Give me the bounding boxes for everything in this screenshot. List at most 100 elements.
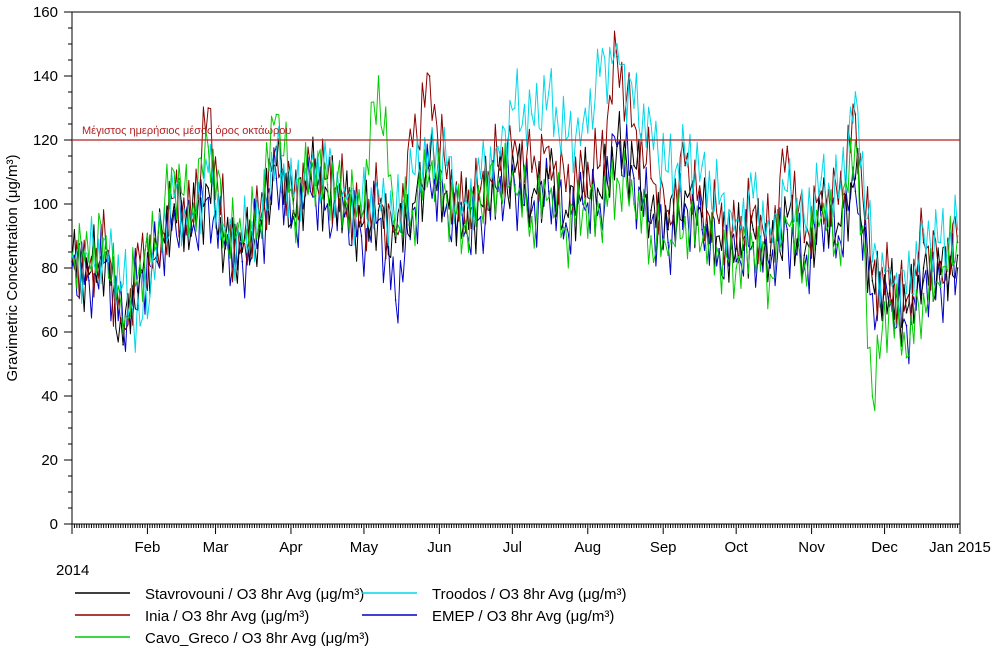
x-tick-label: Feb <box>134 539 160 556</box>
data-point <box>258 225 261 228</box>
data-point <box>565 209 567 212</box>
x-tick-label: May <box>350 539 379 556</box>
data-point <box>939 260 942 263</box>
y-tick-label: 60 <box>41 324 58 341</box>
data-point <box>582 171 584 173</box>
data-point <box>939 241 942 244</box>
data-point <box>548 91 550 93</box>
data-point <box>548 177 550 180</box>
data-point <box>752 209 754 212</box>
x-tick-label: Mar <box>203 539 229 556</box>
data-point <box>633 107 635 109</box>
data-point <box>599 216 601 218</box>
data-point <box>956 235 959 237</box>
data-point <box>735 260 737 263</box>
x-axis: Feb Mar Apr May Jun Jul Aug Sep Oct Nov Dec Jan 201… <box>71 524 991 556</box>
data-point <box>173 171 175 173</box>
data-point <box>207 171 209 173</box>
y-tick-label: 80 <box>41 260 58 277</box>
y-tick-label: 0 <box>50 516 58 533</box>
data-point <box>599 193 601 196</box>
data-point <box>88 273 90 276</box>
data-point <box>854 177 857 180</box>
data-point <box>428 171 431 173</box>
data-point <box>905 312 908 314</box>
data-point <box>531 196 533 199</box>
data-point <box>752 196 754 199</box>
data-point <box>820 216 823 218</box>
data-point <box>650 123 652 125</box>
data-point <box>667 254 669 256</box>
data-point <box>667 171 669 173</box>
data-point <box>241 251 244 253</box>
x-tick-label: Nov <box>798 539 825 556</box>
data-point <box>820 190 823 192</box>
data-point <box>905 292 908 295</box>
legend-label: Troodos / O3 8hr Avg (μg/m³) <box>432 586 627 603</box>
data-point <box>258 216 261 218</box>
data-point <box>377 209 380 212</box>
data-point <box>854 91 857 93</box>
data-point <box>786 145 789 148</box>
data-point <box>786 190 789 192</box>
data-point <box>837 241 840 244</box>
data-point <box>411 145 414 148</box>
data-point <box>275 113 278 116</box>
data-point <box>377 203 380 205</box>
data-point <box>633 203 635 205</box>
data-point <box>820 209 823 212</box>
x-tick-label: Jun <box>427 539 451 556</box>
data-point <box>360 225 363 228</box>
data-point <box>599 75 601 77</box>
data-point <box>428 177 431 180</box>
data-point <box>428 75 431 77</box>
data-point <box>667 228 669 231</box>
data-point <box>326 184 329 186</box>
data-point <box>411 203 414 205</box>
data-point <box>462 228 465 231</box>
data-point <box>394 219 397 221</box>
data-point <box>769 241 771 244</box>
data-point <box>105 235 107 237</box>
data-point <box>837 203 840 205</box>
data-point <box>854 190 857 192</box>
data-point <box>394 235 397 237</box>
data-point <box>292 203 295 205</box>
data-point <box>428 164 431 167</box>
data-point <box>462 209 465 212</box>
data-point <box>735 267 737 269</box>
data-point <box>173 196 175 199</box>
data-point <box>735 235 737 237</box>
data-point <box>428 145 431 148</box>
data-point <box>190 228 192 231</box>
data-point <box>275 152 278 154</box>
data-point <box>752 228 754 231</box>
reference-line-label: Μέγιστος ημερήσιος μέσος όρος οκτάωρου <box>82 125 291 137</box>
data-point <box>71 260 73 263</box>
data-point <box>616 145 618 148</box>
data-point <box>139 324 141 327</box>
y-tick-label: 20 <box>41 452 58 469</box>
data-point <box>224 228 227 231</box>
data-point <box>343 216 346 218</box>
data-point <box>769 267 771 269</box>
data-point <box>497 164 499 167</box>
data-point <box>445 164 448 167</box>
data-point <box>888 283 891 285</box>
data-point <box>445 196 448 199</box>
data-point <box>871 280 874 282</box>
x-tick-label: Aug <box>574 539 601 556</box>
y-tick-label: 140 <box>33 68 58 85</box>
legend-label: Stavrovouni / O3 8hr Avg (μg/m³) <box>145 586 364 603</box>
plot-frame <box>71 11 961 525</box>
data-point <box>888 299 891 301</box>
legend-label: EMEP / O3 8hr Avg (μg/m³) <box>432 608 614 625</box>
data-point <box>752 241 754 244</box>
data-point <box>939 273 942 276</box>
data-point <box>803 260 806 263</box>
data-point <box>275 177 278 180</box>
data-point <box>411 209 414 212</box>
data-point <box>309 164 312 167</box>
data-point <box>820 177 823 180</box>
